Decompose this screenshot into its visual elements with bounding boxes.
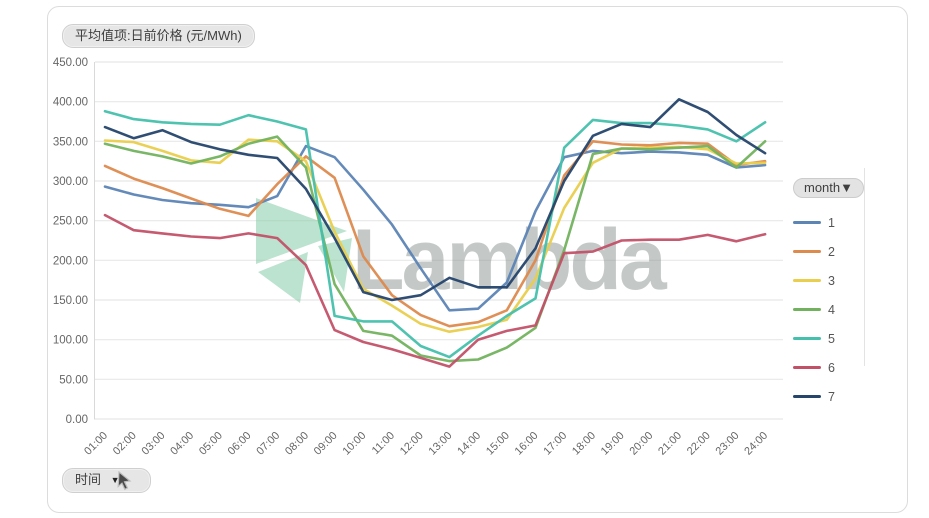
x-axis-tick-label: 09:00 bbox=[312, 430, 340, 458]
x-axis-tick-label: 12:00 bbox=[398, 430, 426, 458]
legend-item-3[interactable]: 3 bbox=[793, 266, 863, 295]
x-axis-tick-label: 18:00 bbox=[570, 430, 598, 458]
x-axis-tick-label: 16:00 bbox=[513, 430, 541, 458]
y-axis-tick-label: 150.00 bbox=[53, 295, 88, 307]
series-line-month-2 bbox=[103, 140, 767, 328]
time-field-pill[interactable]: 时间 ▼ bbox=[62, 468, 151, 493]
mouse-cursor-icon bbox=[117, 471, 132, 491]
x-axis-tick-label: 22:00 bbox=[685, 430, 713, 458]
legend-item-1[interactable]: 1 bbox=[793, 208, 863, 237]
x-axis-tick-label: 23:00 bbox=[714, 430, 742, 458]
x-axis-tick-label: 10:00 bbox=[340, 430, 368, 458]
legend-item-label: 1 bbox=[828, 215, 835, 230]
x-axis-tick-label: 24:00 bbox=[742, 430, 770, 458]
watermark-logo-shape bbox=[256, 198, 347, 264]
x-axis-tick-label: 03:00 bbox=[140, 430, 168, 458]
y-axis-tick-label: 200.00 bbox=[53, 255, 88, 267]
x-axis-tick-label: 20:00 bbox=[627, 430, 655, 458]
chevron-down-icon: ▼ bbox=[110, 475, 120, 485]
y-axis-tick-label: 50.00 bbox=[59, 374, 88, 386]
x-axis-tick-label: 06:00 bbox=[226, 430, 254, 458]
legend-item-label: 3 bbox=[828, 273, 835, 288]
legend-swatch bbox=[793, 249, 821, 254]
chevron-down-icon: ▼ bbox=[840, 180, 854, 195]
x-axis-tick-label: 13:00 bbox=[427, 430, 455, 458]
legend-item-4[interactable]: 4 bbox=[793, 295, 863, 324]
legend-item-label: 7 bbox=[828, 389, 835, 404]
series-line-month-4 bbox=[103, 135, 767, 363]
series-line-month-7 bbox=[103, 98, 767, 302]
x-axis-tick-label: 14:00 bbox=[455, 430, 483, 458]
y-axis-tick-label: 0.00 bbox=[66, 414, 88, 426]
legend-item-label: 4 bbox=[828, 302, 835, 317]
legend: month▼ 1 2 3 4 5 6 7 bbox=[793, 178, 865, 411]
legend-item-label: 2 bbox=[828, 244, 835, 259]
y-axis-tick-label: 100.00 bbox=[53, 335, 88, 347]
x-axis-tick-label: 08:00 bbox=[283, 430, 311, 458]
series-line-month-3 bbox=[103, 138, 767, 334]
legend-item-5[interactable]: 5 bbox=[793, 324, 863, 353]
y-axis-tick-label: 250.00 bbox=[53, 216, 88, 228]
y-axis-tick-label: 450.00 bbox=[53, 57, 88, 69]
legend-swatch bbox=[793, 394, 821, 399]
watermark-text: Lambda bbox=[352, 212, 668, 308]
watermark-logo: Lambda bbox=[256, 198, 671, 308]
legend-items: 1 2 3 4 5 6 7 bbox=[793, 208, 863, 411]
value-field-label: 平均值项:日前价格 (元/MWh) bbox=[75, 28, 242, 43]
value-field-pill[interactable]: 平均值项:日前价格 (元/MWh) bbox=[62, 24, 255, 48]
x-axis-tick-label: 15:00 bbox=[484, 430, 512, 458]
legend-field-pill[interactable]: month▼ bbox=[793, 178, 865, 198]
y-axis-tick-label: 400.00 bbox=[53, 97, 88, 109]
y-axis-tick-label: 350.00 bbox=[53, 136, 88, 148]
legend-divider bbox=[864, 168, 865, 366]
legend-item-label: 6 bbox=[828, 360, 835, 375]
y-axis-tick-label: 300.00 bbox=[53, 176, 88, 188]
legend-swatch bbox=[793, 336, 821, 341]
x-axis-tick-label: 04:00 bbox=[168, 430, 196, 458]
x-axis-tick-label: 02:00 bbox=[111, 430, 139, 458]
series-line-month-6 bbox=[103, 213, 767, 368]
legend-swatch bbox=[793, 278, 821, 283]
legend-swatch bbox=[793, 220, 821, 225]
x-axis-tick-label: 05:00 bbox=[197, 430, 225, 458]
series-line-month-1 bbox=[103, 144, 767, 312]
legend-swatch bbox=[793, 365, 821, 370]
x-axis-tick-label: 17:00 bbox=[541, 430, 569, 458]
x-axis-tick-label: 11:00 bbox=[370, 430, 397, 457]
x-axis-tick-label: 01:00 bbox=[82, 430, 110, 458]
time-field-label: 时间 bbox=[75, 472, 102, 487]
legend-swatch bbox=[793, 307, 821, 312]
chart-panel bbox=[47, 6, 908, 513]
x-axis-tick-label: 21:00 bbox=[656, 430, 684, 458]
x-axis-tick-label: 19:00 bbox=[599, 430, 627, 458]
legend-item-label: 5 bbox=[828, 331, 835, 346]
x-axis-tick-label: 07:00 bbox=[254, 430, 282, 458]
legend-field-label: month bbox=[804, 180, 841, 195]
watermark-logo-shape bbox=[258, 252, 308, 303]
legend-item-2[interactable]: 2 bbox=[793, 237, 863, 266]
legend-item-7[interactable]: 7 bbox=[793, 382, 863, 411]
legend-item-6[interactable]: 6 bbox=[793, 353, 863, 382]
